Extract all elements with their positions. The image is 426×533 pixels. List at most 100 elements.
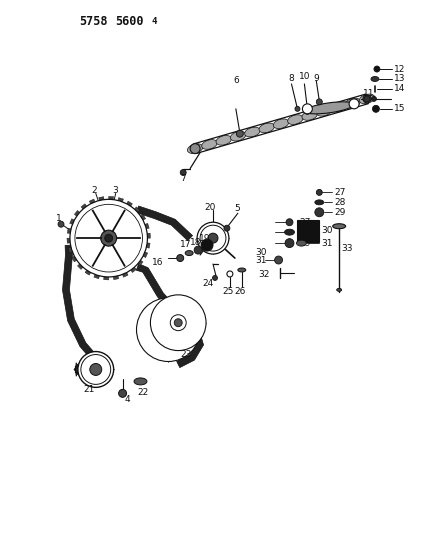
- Text: 24: 24: [202, 279, 213, 288]
- Text: 15: 15: [393, 104, 404, 114]
- Polygon shape: [140, 214, 145, 221]
- Text: 30: 30: [320, 225, 332, 235]
- Text: 19: 19: [199, 233, 210, 243]
- Polygon shape: [113, 276, 118, 280]
- Ellipse shape: [216, 135, 231, 145]
- Circle shape: [180, 169, 186, 175]
- Circle shape: [70, 199, 147, 277]
- Polygon shape: [77, 263, 83, 269]
- Ellipse shape: [284, 229, 294, 235]
- Ellipse shape: [330, 102, 345, 112]
- Ellipse shape: [296, 240, 306, 246]
- Text: 31: 31: [255, 255, 266, 264]
- Text: 5: 5: [233, 204, 239, 213]
- Circle shape: [81, 354, 110, 384]
- Ellipse shape: [273, 119, 288, 128]
- Ellipse shape: [259, 123, 274, 133]
- Ellipse shape: [370, 77, 378, 82]
- Text: 28: 28: [334, 198, 345, 207]
- Circle shape: [373, 66, 379, 72]
- Circle shape: [140, 302, 196, 358]
- Polygon shape: [69, 219, 75, 224]
- Ellipse shape: [230, 131, 245, 141]
- Text: 9: 9: [313, 75, 319, 84]
- Ellipse shape: [336, 288, 341, 292]
- Text: 21: 21: [83, 385, 95, 394]
- Circle shape: [207, 233, 217, 243]
- Circle shape: [194, 246, 201, 254]
- Ellipse shape: [332, 224, 345, 229]
- Circle shape: [153, 298, 203, 348]
- Polygon shape: [85, 269, 90, 275]
- Circle shape: [118, 389, 126, 397]
- Ellipse shape: [185, 251, 193, 255]
- Circle shape: [363, 96, 369, 102]
- Polygon shape: [81, 204, 87, 209]
- Circle shape: [136, 298, 200, 361]
- Text: 28: 28: [299, 228, 310, 237]
- Circle shape: [316, 99, 322, 105]
- Circle shape: [302, 104, 312, 114]
- Circle shape: [104, 234, 112, 242]
- Ellipse shape: [362, 95, 370, 103]
- Polygon shape: [109, 196, 113, 200]
- Polygon shape: [72, 256, 77, 262]
- Circle shape: [78, 352, 113, 387]
- Ellipse shape: [344, 98, 360, 108]
- Circle shape: [285, 219, 292, 225]
- Text: 29: 29: [334, 208, 345, 217]
- Polygon shape: [176, 312, 203, 368]
- Ellipse shape: [304, 102, 353, 114]
- Polygon shape: [94, 273, 99, 279]
- Text: 2: 2: [91, 186, 96, 195]
- Text: 17: 17: [180, 240, 191, 248]
- Circle shape: [371, 96, 376, 101]
- Text: 22: 22: [137, 388, 148, 397]
- Polygon shape: [67, 228, 72, 233]
- Text: 23: 23: [180, 350, 191, 359]
- Ellipse shape: [187, 144, 202, 154]
- Ellipse shape: [201, 140, 217, 149]
- Circle shape: [274, 256, 282, 264]
- Circle shape: [223, 225, 229, 231]
- Text: 32: 32: [258, 270, 269, 279]
- Text: 6: 6: [233, 76, 238, 85]
- Text: 12: 12: [393, 64, 404, 74]
- Ellipse shape: [244, 127, 259, 137]
- Polygon shape: [127, 201, 132, 207]
- Polygon shape: [74, 211, 80, 216]
- Text: 11: 11: [362, 90, 374, 99]
- Circle shape: [170, 315, 186, 330]
- Ellipse shape: [237, 268, 245, 272]
- Ellipse shape: [314, 200, 323, 205]
- Ellipse shape: [134, 378, 147, 385]
- Text: 31: 31: [320, 239, 332, 248]
- Circle shape: [200, 225, 225, 251]
- Circle shape: [201, 239, 213, 251]
- Text: 27: 27: [299, 218, 310, 227]
- Text: 20: 20: [204, 203, 215, 212]
- Circle shape: [58, 221, 64, 227]
- Text: 7: 7: [180, 174, 186, 183]
- Text: 13: 13: [393, 75, 404, 84]
- Circle shape: [314, 208, 323, 217]
- Text: 26: 26: [233, 287, 245, 296]
- Text: 25: 25: [222, 287, 233, 296]
- Circle shape: [163, 325, 173, 335]
- Text: 4: 4: [124, 395, 130, 404]
- Text: 5758: 5758: [79, 15, 107, 28]
- Ellipse shape: [287, 115, 302, 124]
- Polygon shape: [98, 197, 104, 200]
- Circle shape: [303, 107, 310, 114]
- Circle shape: [89, 364, 101, 375]
- Circle shape: [176, 255, 183, 262]
- Text: 16: 16: [152, 257, 163, 266]
- Circle shape: [174, 319, 182, 327]
- Text: 30: 30: [255, 247, 266, 256]
- Ellipse shape: [358, 94, 374, 104]
- Polygon shape: [74, 360, 81, 378]
- Circle shape: [197, 222, 228, 254]
- Polygon shape: [134, 207, 140, 213]
- Circle shape: [348, 99, 358, 109]
- Polygon shape: [146, 233, 150, 238]
